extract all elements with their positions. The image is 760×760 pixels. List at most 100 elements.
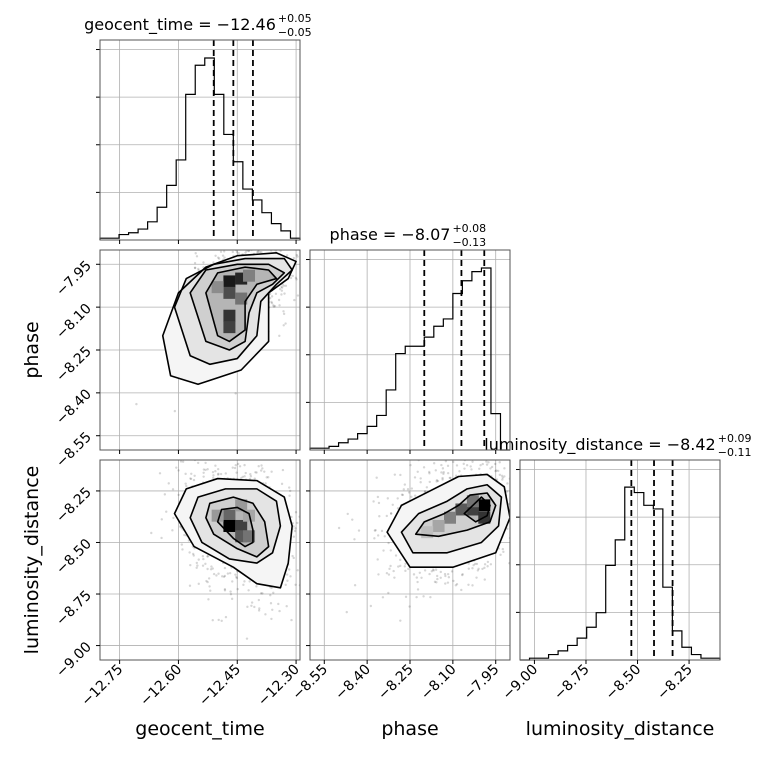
sample-point (357, 529, 361, 532)
sample-point (501, 476, 504, 479)
sample-point (243, 475, 246, 478)
sample-point (428, 470, 431, 474)
sample-point (223, 566, 227, 570)
grid-layer (100, 40, 720, 660)
panel-frame (99, 39, 301, 241)
sample-point (287, 245, 289, 247)
sample-point (460, 588, 463, 592)
y-tick-label: −8.55 (53, 429, 95, 471)
sample-point (487, 461, 490, 464)
sample-point (510, 454, 512, 456)
sample-point (546, 524, 548, 526)
sample-point (218, 247, 220, 249)
sample-point (212, 261, 215, 264)
sample-point (514, 521, 516, 523)
sample-point (231, 580, 234, 583)
sample-point (244, 471, 247, 475)
sample-point (497, 457, 499, 459)
sample-point (304, 514, 306, 516)
x-axis-label-phase: phase (381, 718, 438, 740)
sample-point (435, 479, 439, 482)
sample-point (432, 462, 436, 465)
sample-point (289, 242, 291, 244)
sample-point (516, 462, 518, 464)
sample-point (135, 402, 138, 406)
sample-point (286, 579, 289, 582)
sample-point (247, 237, 249, 239)
sample-point (223, 588, 227, 591)
sample-point (513, 488, 515, 490)
scatter-clipped (135, 218, 300, 413)
sample-point (205, 579, 208, 583)
sample-point (270, 586, 273, 590)
sample-point (452, 460, 455, 464)
sample-point (467, 567, 470, 570)
sample-point (377, 573, 380, 576)
sample-point (226, 455, 228, 457)
sample-point (179, 460, 183, 463)
x-tick-label: −8.25 (654, 662, 696, 704)
sample-point (483, 566, 486, 570)
sample-point (280, 286, 284, 289)
sample-point (284, 284, 288, 287)
sample-point (477, 567, 480, 571)
sample-point (204, 455, 206, 457)
sample-point (489, 467, 492, 470)
sample-point (197, 582, 200, 586)
sample-point (224, 452, 226, 454)
x-tick-label: −7.95 (461, 662, 503, 704)
sample-point (434, 469, 437, 472)
sample-point (494, 469, 497, 473)
sample-point (171, 529, 174, 532)
sample-point (255, 471, 258, 474)
sample-point (506, 527, 509, 530)
y-tick-label: −8.40 (53, 386, 95, 428)
sample-point (205, 431, 207, 433)
hist-title-plus: +0.05 (278, 12, 312, 25)
sample-point (223, 451, 225, 453)
sample-point (177, 469, 180, 472)
sample-point (285, 232, 287, 234)
sample-point (196, 456, 198, 458)
sample-point (440, 463, 443, 467)
sample-point (444, 582, 447, 585)
sample-point (301, 527, 303, 529)
contour-level-2 (189, 263, 286, 351)
sample-point (376, 534, 380, 537)
sample-point (226, 424, 228, 426)
sample-point (249, 247, 251, 249)
sample-point (393, 576, 396, 579)
sample-point (280, 285, 283, 289)
sample-point (410, 495, 413, 499)
hist-title-phase: phase = −8.07 (330, 225, 451, 244)
sample-point (440, 471, 443, 474)
hist-title-plus: +0.09 (718, 432, 752, 445)
sample-point (387, 591, 390, 595)
sample-point (441, 476, 444, 480)
sample-point (267, 476, 270, 479)
sample-point (285, 254, 289, 257)
y-tick-label: −9.00 (53, 639, 95, 681)
sample-point (258, 243, 260, 245)
y-tick-label: −8.50 (53, 536, 95, 578)
sample-point (217, 226, 219, 228)
sample-point (436, 479, 440, 483)
sample-point (490, 465, 494, 469)
sample-point (253, 477, 256, 480)
sample-point (204, 562, 207, 566)
sample-point (238, 465, 242, 468)
sample-point (221, 254, 225, 257)
sample-point (261, 218, 263, 220)
sample-point (433, 580, 437, 584)
sample-point (260, 464, 263, 467)
sample-point (224, 615, 228, 619)
sample-point (486, 560, 490, 564)
sample-point (404, 562, 407, 565)
sample-point (242, 583, 245, 587)
sample-point (284, 583, 287, 587)
sample-point (462, 462, 465, 466)
sample-point (345, 610, 348, 614)
sample-point (432, 569, 435, 572)
sample-point (514, 460, 516, 462)
sample-point (293, 529, 297, 533)
